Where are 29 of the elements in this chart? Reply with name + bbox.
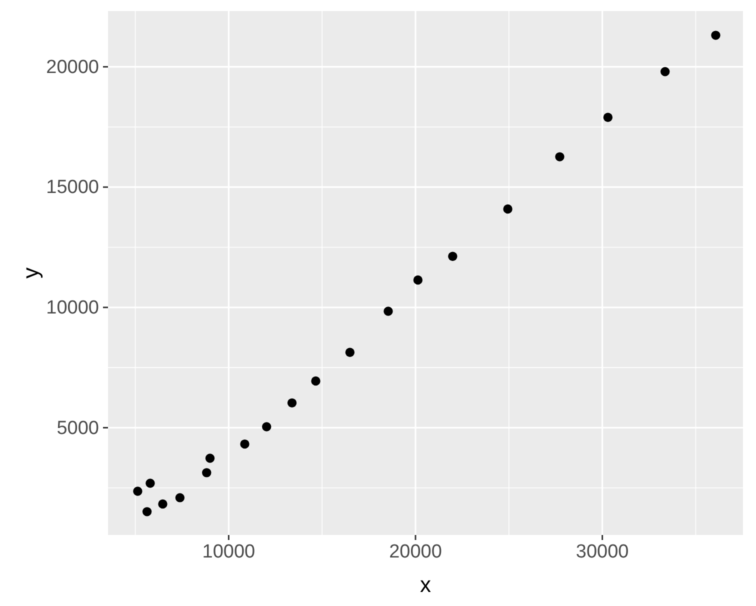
point	[142, 507, 152, 516]
point	[262, 422, 272, 432]
point	[345, 348, 355, 357]
point	[711, 30, 720, 40]
x-axis-title: x	[420, 572, 431, 597]
point	[384, 306, 393, 316]
point	[240, 439, 250, 449]
point	[448, 252, 458, 261]
y-tick-label: 15000	[46, 177, 99, 198]
y-tick-label: 5000	[56, 418, 99, 439]
point	[311, 376, 320, 386]
point	[660, 67, 670, 76]
y-axis-title: y	[18, 268, 43, 278]
point	[133, 486, 142, 496]
y-tick-label: 10000	[46, 297, 99, 318]
point	[603, 112, 613, 122]
point	[413, 275, 423, 285]
point	[146, 478, 155, 488]
point	[205, 454, 215, 463]
point	[287, 398, 297, 408]
point	[158, 499, 168, 509]
y-tick-label: 20000	[46, 56, 99, 78]
x-tick-label: 20000	[389, 541, 442, 562]
x-tick-label: 30000	[576, 541, 629, 562]
x-tick-label: 10000	[202, 541, 256, 562]
point	[555, 152, 564, 162]
point	[503, 204, 512, 214]
point	[175, 493, 185, 502]
point	[202, 468, 212, 478]
